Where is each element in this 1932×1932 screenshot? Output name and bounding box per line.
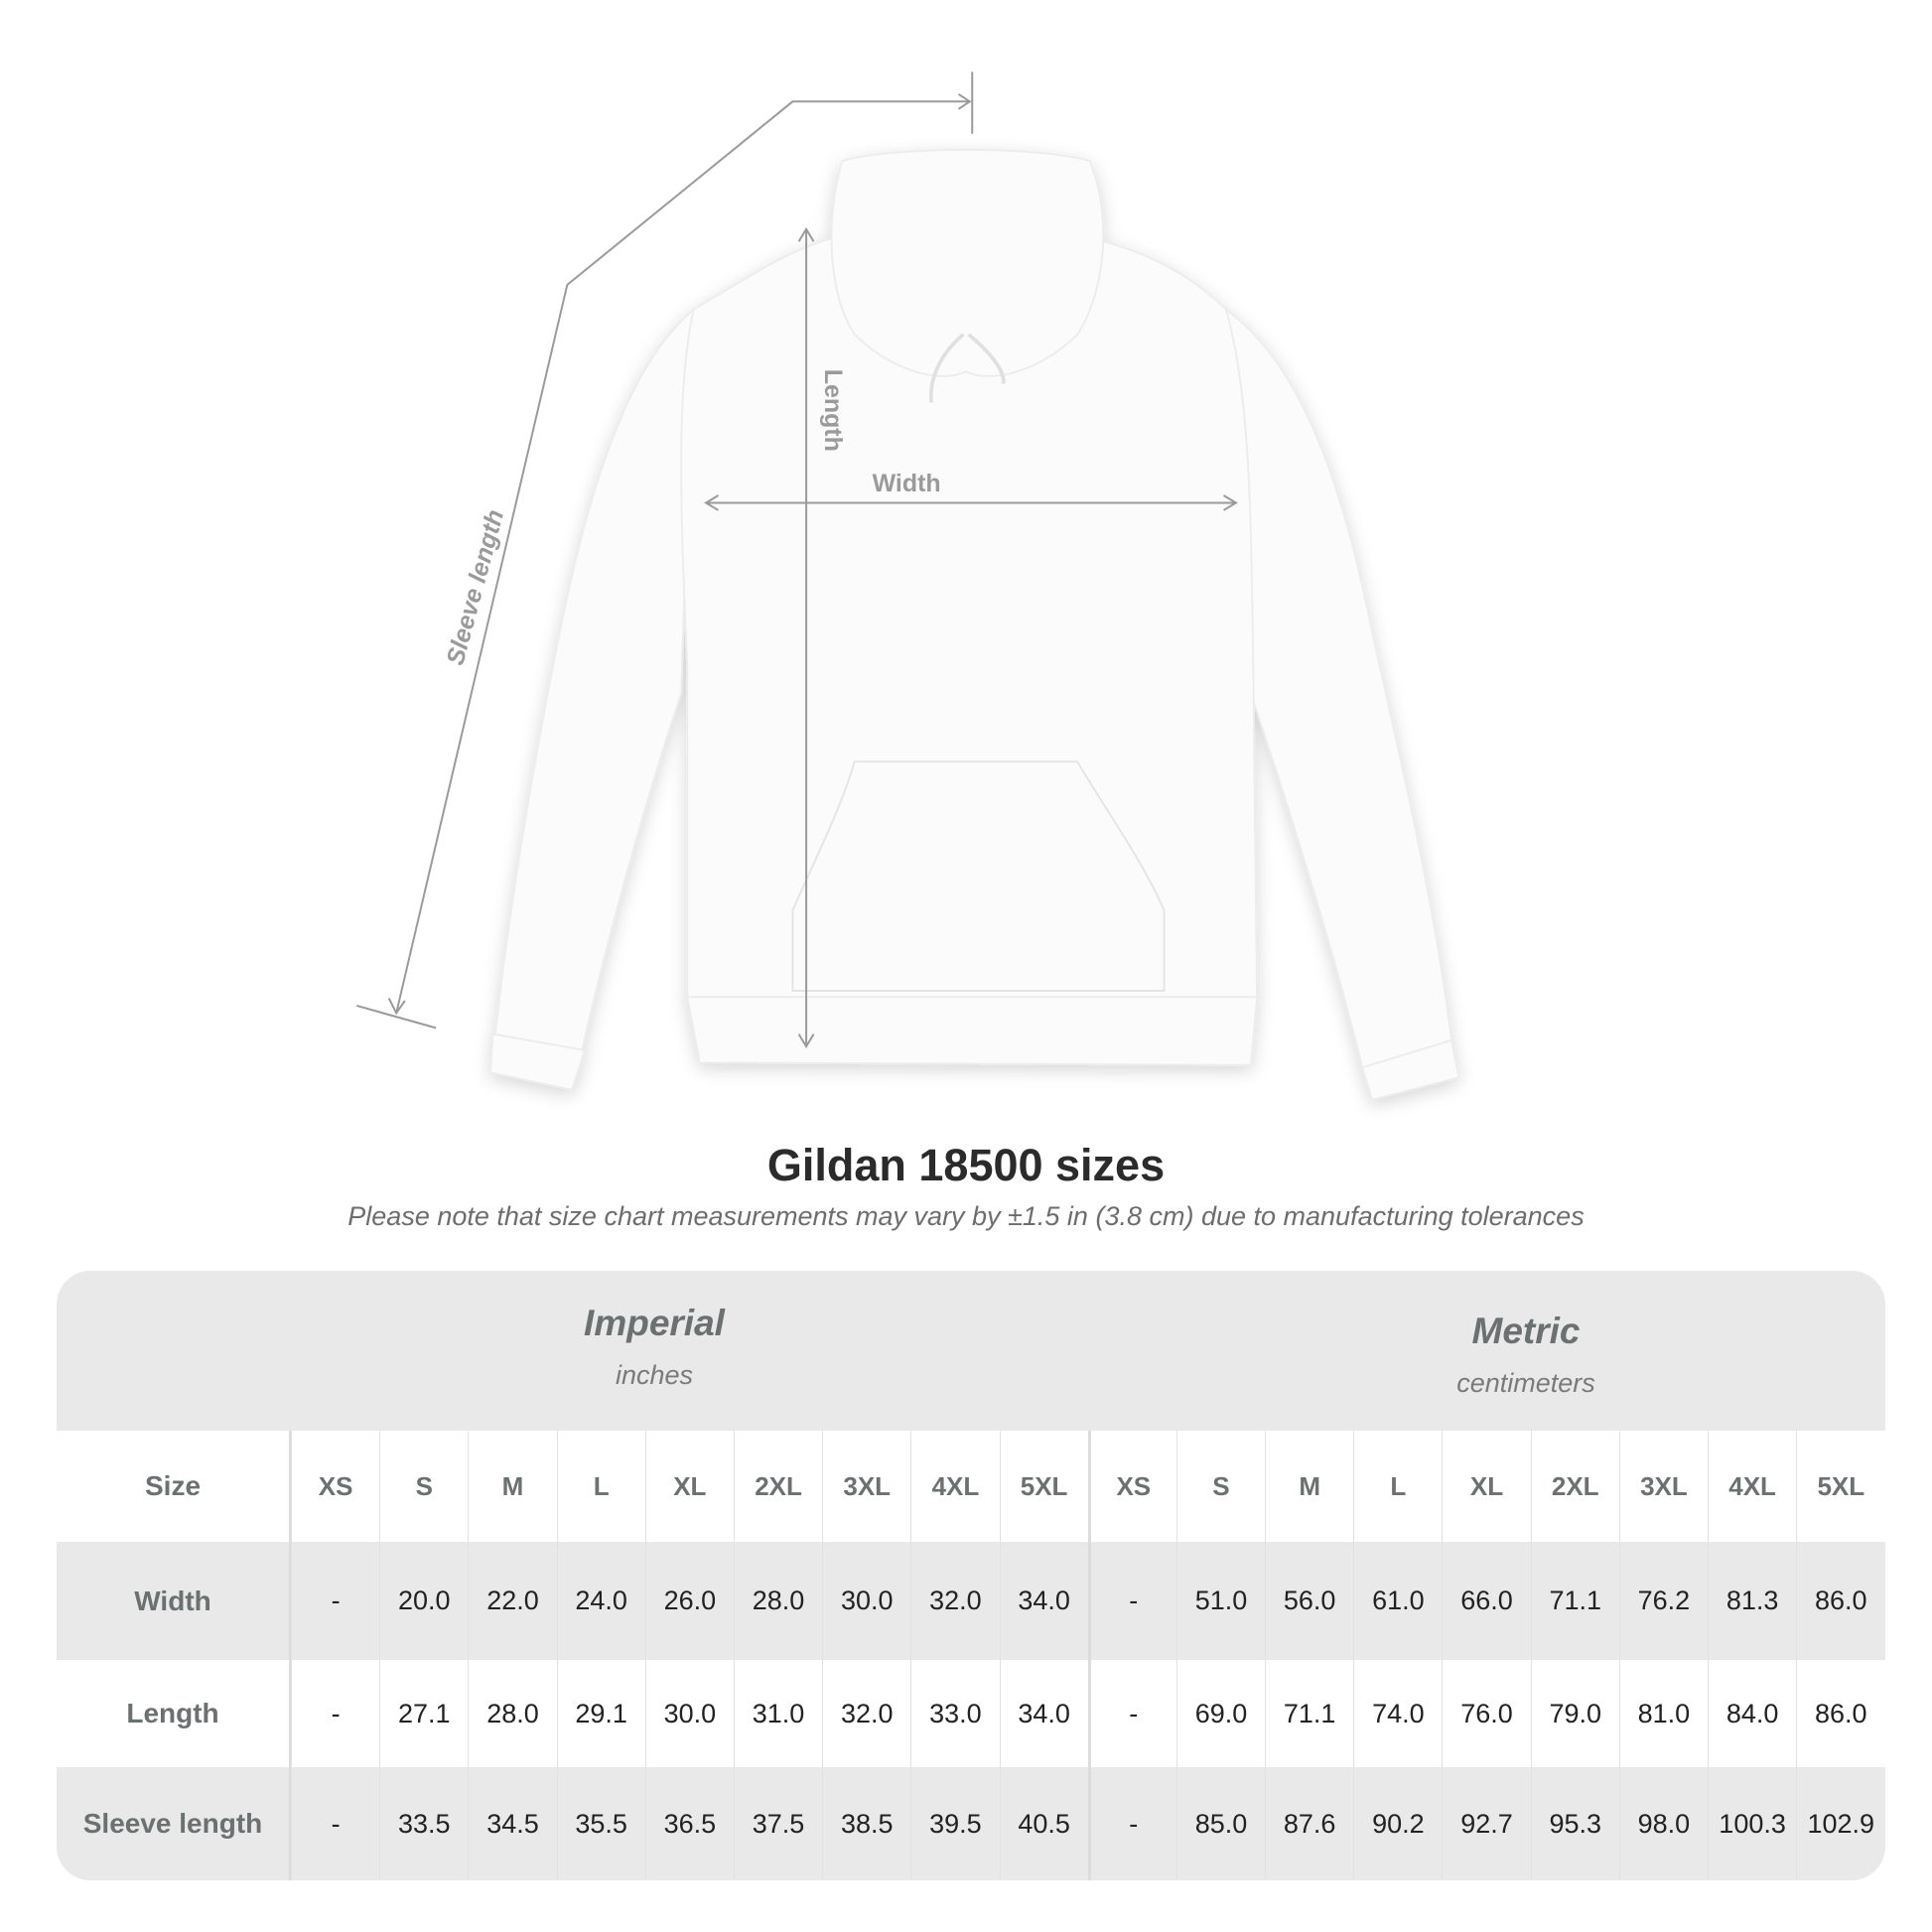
- page-title: Gildan 18500 sizes: [766, 1140, 1166, 1190]
- metric-value-cell: 95.3: [1530, 1767, 1619, 1880]
- table-header-band: Imperial inches Metric centimeters: [57, 1271, 1885, 1431]
- imperial-value-cell: 36.5: [644, 1767, 734, 1880]
- size-header-metric: 5XL: [1796, 1431, 1884, 1542]
- imperial-value-cell: 32.0: [822, 1660, 910, 1767]
- imperial-unit: inches: [615, 1360, 694, 1390]
- metric-value-cell: 61.0: [1353, 1542, 1442, 1660]
- metric-value-cell: 56.0: [1265, 1542, 1353, 1660]
- table-row: Sleeve length -33.5 34.5 35.5 36.5 37.5 38.5 39…: [57, 1767, 1885, 1880]
- imperial-value-cell: 31.0: [733, 1660, 822, 1767]
- metric-value-cell: 86.0: [1796, 1660, 1884, 1767]
- hoodie-image: [488, 149, 1460, 1101]
- imperial-value-cell: 40.5: [999, 1767, 1088, 1880]
- imperial-value-cell: 34.5: [468, 1767, 556, 1880]
- imperial-value-cell: 26.0: [644, 1542, 734, 1660]
- row-label: Sleeve length: [57, 1767, 291, 1880]
- size-header-metric: L: [1353, 1431, 1442, 1542]
- imperial-value-cell: 20.0: [379, 1542, 468, 1660]
- metric-value-cell: 66.0: [1442, 1542, 1530, 1660]
- table-row: Width -20.0 22.0 24.0 26.0 28.0 30.0 32.0 34.0-5…: [57, 1542, 1885, 1660]
- imperial-value-cell: 28.0: [468, 1660, 556, 1767]
- imperial-value-cell: -: [291, 1767, 379, 1880]
- metric-value-cell: -: [1087, 1767, 1176, 1880]
- imperial-value-cell: 27.1: [379, 1660, 468, 1767]
- size-header-imperial: M: [468, 1431, 556, 1542]
- row-label-size: Size: [57, 1431, 291, 1542]
- metric-header: Metric centimeters: [1178, 1311, 1873, 1399]
- imperial-value-cell: 22.0: [468, 1542, 556, 1660]
- metric-value-cell: 92.7: [1442, 1767, 1530, 1880]
- metric-value-cell: 51.0: [1175, 1542, 1265, 1660]
- metric-value-cell: 81.3: [1708, 1542, 1796, 1660]
- tolerance-note: Please note that size chart measurements…: [347, 1201, 1585, 1231]
- imperial-value-cell: 30.0: [644, 1660, 734, 1767]
- sleeve-length-label: Sleeve length: [441, 506, 509, 668]
- metric-value-cell: 102.9: [1796, 1767, 1884, 1880]
- size-header-row: Size XS S M L XL 2XL 3XL 4XL 5XL XS S M L XL 2XL 3XL 4XL 5…: [57, 1431, 1885, 1542]
- size-header-imperial: 5XL: [999, 1431, 1088, 1542]
- size-header-imperial: XL: [644, 1431, 734, 1542]
- size-header-metric: XS: [1087, 1431, 1176, 1542]
- imperial-value-cell: 37.5: [733, 1767, 822, 1880]
- metric-value-cell: 85.0: [1175, 1767, 1265, 1880]
- row-label: Length: [57, 1660, 291, 1767]
- imperial-value-cell: 34.0: [999, 1660, 1088, 1767]
- size-header-imperial: 2XL: [733, 1431, 822, 1542]
- metric-value-cell: -: [1087, 1660, 1176, 1767]
- size-header-metric: 3XL: [1618, 1431, 1708, 1542]
- size-header-imperial: 4XL: [910, 1431, 999, 1542]
- metric-value-cell: 76.0: [1442, 1660, 1530, 1767]
- size-header-metric: XL: [1442, 1431, 1530, 1542]
- imperial-value-cell: 38.5: [822, 1767, 910, 1880]
- metric-value-cell: 84.0: [1708, 1660, 1796, 1767]
- imperial-value-cell: 33.0: [910, 1660, 999, 1767]
- row-label: Width: [57, 1542, 291, 1660]
- metric-value-cell: 100.3: [1708, 1767, 1796, 1880]
- imperial-value-cell: 24.0: [556, 1542, 645, 1660]
- metric-value-cell: 71.1: [1530, 1542, 1619, 1660]
- metric-value-cell: -: [1087, 1542, 1176, 1660]
- size-header-imperial: S: [379, 1431, 468, 1542]
- metric-title: Metric: [1471, 1311, 1581, 1351]
- imperial-header: Imperial inches: [307, 1303, 1002, 1391]
- metric-value-cell: 86.0: [1796, 1542, 1884, 1660]
- imperial-value-cell: 33.5: [379, 1767, 468, 1880]
- metric-value-cell: 98.0: [1618, 1767, 1708, 1880]
- size-table: Imperial inches Metric centimeters Size X…: [57, 1271, 1885, 1880]
- drawstring: [928, 333, 1006, 403]
- metric-value-cell: 76.2: [1618, 1542, 1708, 1660]
- length-label: Length: [819, 369, 847, 452]
- measurement-lines: [355, 71, 1238, 1049]
- metric-value-cell: 87.6: [1265, 1767, 1353, 1880]
- size-header-metric: S: [1175, 1431, 1265, 1542]
- imperial-value-cell: 30.0: [822, 1542, 910, 1660]
- metric-value-cell: 69.0: [1175, 1660, 1265, 1767]
- metric-value-cell: 79.0: [1530, 1660, 1619, 1767]
- imperial-value-cell: -: [291, 1542, 379, 1660]
- size-header-imperial: 3XL: [822, 1431, 910, 1542]
- imperial-title: Imperial: [584, 1303, 725, 1343]
- metric-unit: centimeters: [1456, 1368, 1595, 1398]
- metric-value-cell: 71.1: [1265, 1660, 1353, 1767]
- imperial-value-cell: 34.0: [999, 1542, 1088, 1660]
- width-label: Width: [873, 470, 941, 497]
- metric-value-cell: 90.2: [1353, 1767, 1442, 1880]
- imperial-value-cell: 39.5: [910, 1767, 999, 1880]
- imperial-value-cell: -: [291, 1660, 379, 1767]
- metric-value-cell: 74.0: [1353, 1660, 1442, 1767]
- size-header-metric: M: [1265, 1431, 1353, 1542]
- size-header-imperial: XS: [291, 1431, 379, 1542]
- imperial-value-cell: 28.0: [733, 1542, 822, 1660]
- imperial-value-cell: 32.0: [910, 1542, 999, 1660]
- imperial-value-cell: 29.1: [556, 1660, 645, 1767]
- imperial-value-cell: 35.5: [556, 1767, 645, 1880]
- size-header-imperial: L: [556, 1431, 645, 1542]
- metric-value-cell: 81.0: [1618, 1660, 1708, 1767]
- size-header-metric: 4XL: [1708, 1431, 1796, 1542]
- table-row: Length -27.1 28.0 29.1 30.0 31.0 32.0 33.0 34.0-…: [57, 1660, 1885, 1767]
- size-header-metric: 2XL: [1530, 1431, 1619, 1542]
